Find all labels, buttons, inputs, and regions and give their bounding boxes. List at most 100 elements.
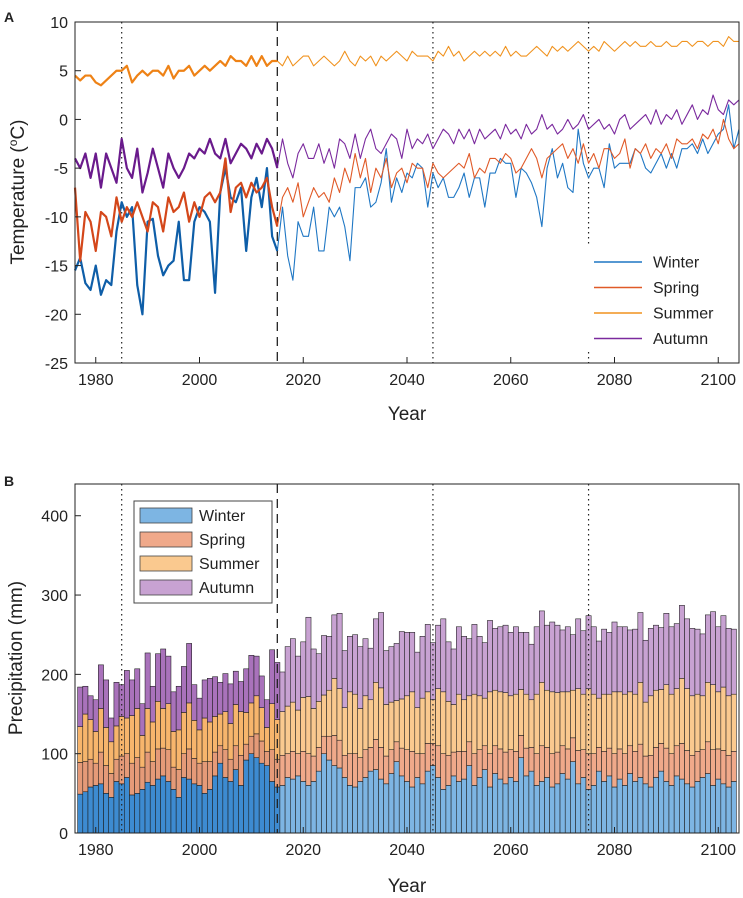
- bar-segment-winter: [175, 797, 182, 834]
- bar-segment-winter: [305, 785, 312, 834]
- bar-segment-autumn: [196, 697, 203, 731]
- bar-segment-spring: [627, 745, 633, 774]
- bar-segment-summer: [544, 689, 550, 748]
- bar-segment-autumn: [404, 632, 410, 697]
- panel-a-series-lines: [73, 36, 740, 316]
- bar-segment-winter: [315, 770, 322, 834]
- y-tick-label: -10: [45, 210, 68, 227]
- bar-segment-summer: [352, 693, 358, 754]
- bar-segment-spring: [243, 743, 250, 761]
- bar-segment-spring: [373, 739, 379, 770]
- panel-b-precipitation-chart: B 1980 2000 2020 2040 2060 2080 2100 0 100 200 30…: [4, 473, 740, 897]
- bar-segment-winter: [398, 775, 405, 834]
- bar-segment-autumn: [295, 655, 301, 711]
- bar-segment-spring: [331, 735, 338, 766]
- y-tick-label: 100: [41, 747, 68, 764]
- bar-segment-summer: [679, 678, 685, 744]
- bar-segment-summer: [705, 682, 711, 743]
- panel-b-y-ticks: 0 100 200 300 400: [41, 509, 81, 843]
- bar-segment-spring: [518, 735, 524, 758]
- bar-segment-autumn: [201, 679, 208, 719]
- bar-segment-winter: [269, 781, 275, 834]
- bar-segment-spring: [108, 773, 115, 798]
- y-tick-label: -15: [45, 259, 68, 276]
- bar-segment-summer: [570, 689, 576, 739]
- bar-segment-summer: [694, 693, 701, 752]
- bar-segment-summer: [616, 691, 623, 750]
- bar-segment-winter: [570, 761, 576, 834]
- bar-segment-summer: [523, 693, 530, 749]
- bar-segment-spring: [523, 747, 530, 777]
- bar-segment-autumn: [264, 699, 270, 728]
- bar-segment-spring: [253, 733, 260, 758]
- bar-segment-autumn: [632, 628, 639, 695]
- bar-segment-summer: [165, 703, 172, 750]
- bar-segment-autumn: [497, 626, 504, 693]
- bar-segment-spring: [533, 753, 540, 786]
- bar-segment-spring: [310, 755, 317, 782]
- bar-segment-autumn: [155, 653, 161, 702]
- bar-segment-summer: [668, 693, 675, 754]
- bar-segment-winter: [201, 793, 208, 834]
- bar-segment-summer: [601, 693, 607, 752]
- bar-segment-spring: [367, 747, 374, 772]
- bar-segment-spring: [181, 753, 187, 778]
- bar-segment-summer: [720, 686, 727, 751]
- bar-segment-winter: [616, 778, 623, 834]
- bar-segment-winter: [383, 783, 390, 834]
- bar-segment-winter: [388, 773, 395, 834]
- bar-segment-summer: [627, 691, 633, 747]
- bar-segment-summer: [258, 707, 265, 742]
- legend-swatch-summer: [139, 555, 193, 572]
- bar-segment-summer: [481, 697, 488, 747]
- bar-segment-winter: [601, 781, 607, 834]
- legend-label-summer: Summer: [199, 556, 260, 573]
- bar-segment-spring: [357, 757, 364, 782]
- bar-segment-spring: [642, 755, 649, 785]
- bar-segment-summer: [232, 704, 239, 747]
- bar-segment-spring: [290, 751, 296, 780]
- bar-segment-winter: [321, 753, 327, 834]
- bar-segment-autumn: [523, 632, 530, 695]
- bar-segment-summer: [321, 694, 327, 737]
- bar-segment-autumn: [456, 626, 462, 695]
- x-tick-label: 2020: [285, 372, 321, 389]
- bar-segment-summer: [124, 717, 130, 754]
- bar-segment-summer: [585, 688, 592, 754]
- bar-segment-autumn: [507, 632, 514, 697]
- bar-segment-spring: [129, 762, 135, 796]
- y-tick-label: 10: [50, 15, 68, 32]
- bar-segment-autumn: [321, 635, 327, 696]
- bar-segment-spring: [466, 741, 473, 766]
- bar-segment-summer: [435, 688, 441, 747]
- bar-segment-winter: [559, 773, 566, 834]
- bar-segment-summer: [129, 715, 135, 764]
- bar-segment-spring: [175, 769, 182, 798]
- legend-label-autumn: Autumn: [653, 331, 708, 348]
- bar-segment-autumn: [170, 691, 177, 732]
- bar-segment-autumn: [450, 648, 457, 705]
- bar-segment-autumn: [539, 610, 545, 683]
- bar-segment-summer: [513, 693, 519, 752]
- bar-segment-summer: [430, 699, 436, 744]
- bar-segment-summer: [699, 695, 706, 750]
- bar-segment-autumn: [181, 666, 187, 713]
- bar-segment-summer: [637, 682, 644, 745]
- bar-segment-summer: [398, 698, 405, 749]
- bar-segment-spring: [487, 753, 493, 788]
- bar-segment-winter: [393, 761, 400, 834]
- panel-a-legend-box: [586, 246, 730, 350]
- series-line-winter-projection: [276, 104, 740, 281]
- bar-segment-winter: [694, 781, 701, 834]
- bar-segment-summer: [341, 707, 348, 756]
- bar-segment-winter: [611, 786, 618, 834]
- bar-segment-spring: [139, 766, 146, 790]
- bar-segment-spring: [440, 753, 447, 790]
- bar-segment-spring: [196, 762, 203, 786]
- bar-segment-winter: [414, 777, 421, 834]
- bar-segment-autumn: [601, 628, 607, 695]
- bar-segment-winter: [165, 781, 172, 834]
- bar-segment-autumn: [658, 627, 665, 690]
- bar-segment-autumn: [684, 618, 690, 689]
- bar-segment-winter: [689, 786, 696, 834]
